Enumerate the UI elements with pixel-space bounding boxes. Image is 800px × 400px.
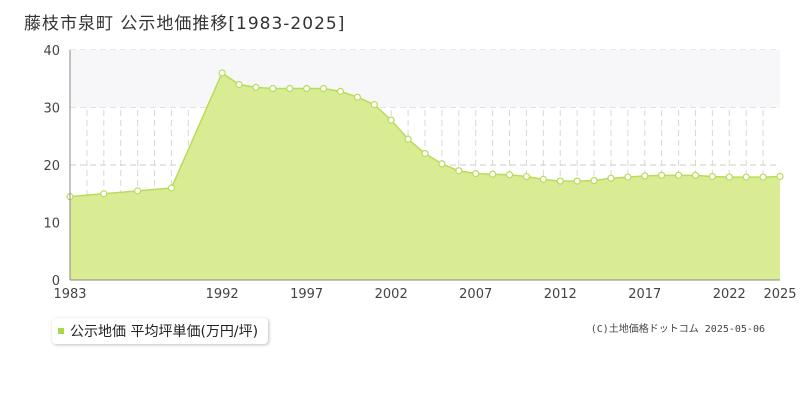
x-tick-label: 2012	[544, 287, 577, 302]
data-point	[641, 172, 649, 180]
data-point	[505, 171, 514, 179]
data-point	[319, 84, 328, 93]
tick-labels: 0 10 20 30 40 1983 1992 1997 2002 2007 2012 2017 202…	[43, 44, 796, 302]
data-point	[556, 177, 564, 185]
data-point	[455, 167, 463, 175]
data-point	[590, 176, 598, 185]
chart-title: 藤枝市泉町 公示地価推移[1983-2025]	[24, 14, 346, 34]
data-point	[370, 101, 378, 109]
x-tick-label: 2022	[713, 287, 746, 302]
data-point	[134, 187, 142, 195]
credit-text: (C)土地価格ドットコム 2025-05-06	[590, 324, 765, 335]
data-point	[100, 190, 108, 198]
upper-band	[70, 50, 780, 108]
data-point	[742, 173, 750, 181]
data-point	[708, 172, 716, 181]
y-tick-label: 40	[43, 44, 60, 59]
x-tick-label: 2007	[459, 287, 492, 302]
y-tick-label: 10	[43, 217, 60, 232]
data-point	[658, 171, 666, 179]
data-point	[269, 84, 277, 93]
legend-label: 公示地価 平均坪単価(万円/坪)	[70, 324, 259, 340]
data-point	[286, 84, 294, 93]
x-tick-label: 2017	[628, 287, 661, 302]
data-point	[387, 116, 395, 124]
x-tick-label: 1997	[290, 287, 323, 302]
legend: 公示地価 平均坪単価(万円/坪)	[52, 318, 269, 344]
series-area	[70, 73, 780, 280]
data-point	[776, 172, 784, 181]
axes	[69, 50, 780, 281]
grid-band	[70, 50, 780, 108]
series-layer	[66, 69, 784, 280]
data-point	[573, 177, 581, 185]
data-point	[167, 184, 176, 192]
x-tick-label: 2025	[763, 287, 796, 302]
y-tick-label: 20	[43, 159, 60, 174]
data-point	[607, 174, 615, 182]
data-point	[218, 69, 226, 77]
data-point	[691, 171, 700, 179]
data-point	[353, 93, 361, 101]
data-point	[759, 173, 767, 181]
data-point	[303, 84, 311, 93]
data-point	[336, 87, 345, 96]
y-tick-label: 0	[52, 274, 60, 289]
x-tick-label: 2002	[375, 287, 408, 302]
data-point	[438, 160, 446, 168]
data-point	[489, 170, 497, 178]
data-point	[624, 173, 632, 181]
x-tick-label: 1983	[53, 287, 86, 302]
data-point	[522, 172, 531, 181]
y-tick-label: 30	[43, 102, 60, 117]
data-point	[725, 173, 733, 181]
data-point	[472, 170, 480, 178]
legend-swatch	[58, 328, 64, 334]
data-point	[539, 175, 547, 183]
data-point	[404, 135, 412, 143]
x-tick-label: 1992	[206, 287, 239, 302]
data-point	[674, 171, 683, 179]
data-point	[252, 83, 260, 91]
data-point	[421, 149, 429, 158]
data-point	[235, 80, 243, 89]
